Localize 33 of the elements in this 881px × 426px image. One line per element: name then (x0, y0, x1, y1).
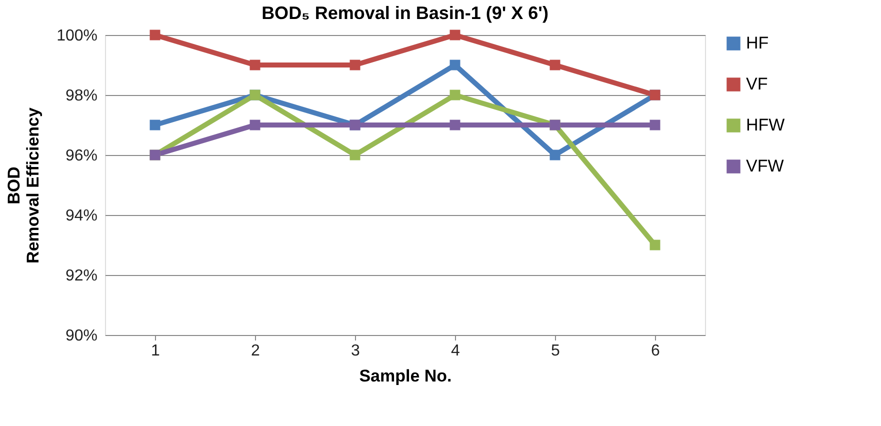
point (450, 30, 460, 40)
x-tick-label: 5 (551, 342, 560, 360)
x-tick-label: 6 (651, 342, 660, 360)
y-tick-label: 92% (65, 268, 98, 284)
x-tick-label: 3 (351, 342, 360, 360)
point (450, 60, 460, 70)
legend-label: HF (746, 34, 769, 52)
point (350, 60, 360, 70)
point (550, 60, 560, 70)
y-tick-label: 96% (65, 148, 98, 164)
x-axis-title: Sample No. (359, 366, 452, 386)
y-tick-label: 98% (65, 88, 98, 104)
y-tick-label: 90% (65, 328, 98, 344)
point (150, 120, 160, 130)
point (250, 60, 260, 70)
y-tick-label: 100% (56, 28, 98, 44)
point (450, 90, 460, 100)
point (550, 150, 560, 160)
legend-label: VFW (746, 156, 784, 176)
point (450, 120, 460, 130)
legend-label: HFW (746, 116, 785, 134)
legend-label: VF (746, 74, 768, 94)
y-tick-label: 94% (65, 208, 98, 224)
y-axis-title: BOD Removal Efficiency (4, 107, 43, 264)
point (350, 150, 360, 160)
point (650, 120, 660, 130)
point (150, 30, 160, 40)
chart-title: BOD₅ Removal in Basin-1 (9' X 6') (262, 3, 548, 23)
point (650, 240, 660, 250)
point (250, 120, 260, 130)
x-tick-label: 4 (451, 342, 460, 360)
x-tick-label: 2 (251, 342, 260, 360)
x-tick-label: 1 (151, 342, 160, 360)
